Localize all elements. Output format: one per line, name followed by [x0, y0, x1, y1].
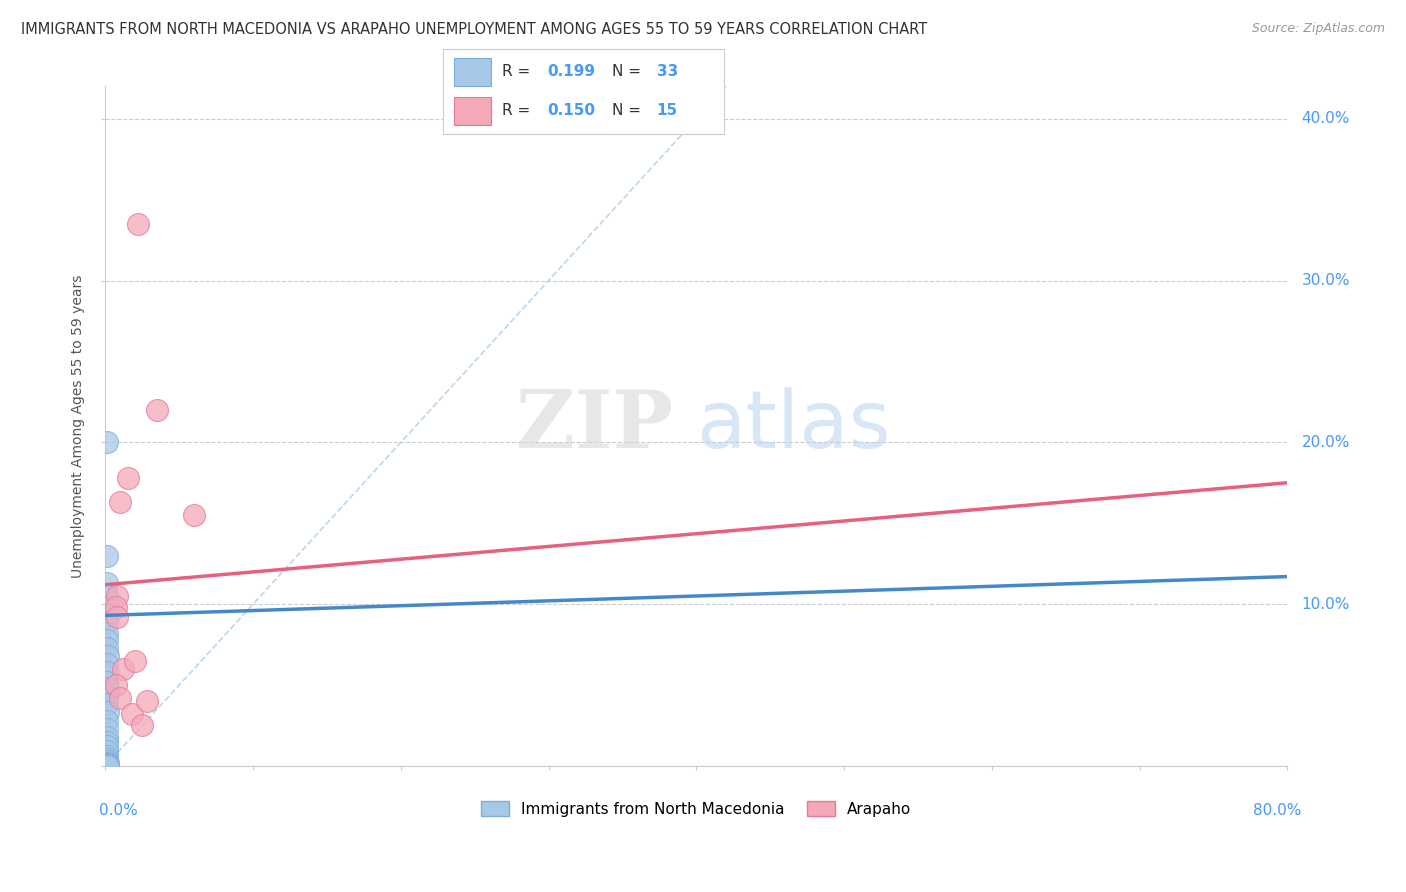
Point [97, 681, 120, 696]
Point [108, 495, 131, 509]
Point [105, 589, 128, 603]
Point [96, 657, 118, 671]
Point [183, 508, 205, 522]
Text: R =: R = [502, 103, 536, 119]
Point [96, 734, 118, 748]
Text: 20.0%: 20.0% [1302, 434, 1350, 450]
Point [96, 722, 118, 736]
Text: R =: R = [502, 64, 536, 79]
Text: atlas: atlas [696, 387, 890, 465]
Text: 80.0%: 80.0% [1253, 803, 1302, 818]
Point [96, 744, 118, 758]
Point [96, 698, 118, 712]
Point [96, 714, 118, 728]
Point [121, 707, 143, 722]
Point [96, 752, 118, 766]
Point [97, 756, 120, 770]
Text: 40.0%: 40.0% [1302, 112, 1350, 126]
Point [96, 576, 118, 591]
Bar [454, 58, 491, 87]
Point [96, 757, 118, 772]
Text: 0.199: 0.199 [547, 64, 595, 79]
Point [96, 435, 118, 450]
Point [96, 690, 118, 704]
Text: 33: 33 [657, 64, 678, 79]
Text: ZIP: ZIP [516, 387, 672, 465]
Point [135, 694, 157, 708]
Point [96, 626, 118, 640]
Point [97, 758, 120, 772]
Point [104, 678, 127, 692]
Point [112, 662, 135, 676]
Text: 30.0%: 30.0% [1302, 273, 1350, 288]
Y-axis label: Unemployment Among Ages 55 to 59 years: Unemployment Among Ages 55 to 59 years [72, 275, 86, 578]
Point [127, 217, 149, 231]
Point [96, 730, 118, 744]
Point [96, 749, 118, 764]
Point [105, 610, 128, 624]
Point [97, 706, 120, 720]
Text: N =: N = [612, 64, 645, 79]
Point [96, 758, 118, 772]
Point [96, 600, 118, 615]
Point [96, 754, 118, 768]
Legend: Immigrants from North Macedonia, Arapaho: Immigrants from North Macedonia, Arapaho [475, 795, 918, 822]
Point [96, 757, 118, 772]
Point [96, 674, 118, 689]
Point [104, 600, 127, 615]
Text: IMMIGRANTS FROM NORTH MACEDONIA VS ARAPAHO UNEMPLOYMENT AMONG AGES 55 TO 59 YEAR: IMMIGRANTS FROM NORTH MACEDONIA VS ARAPA… [21, 22, 928, 37]
Point [108, 690, 131, 705]
Text: 15: 15 [657, 103, 678, 119]
Text: Source: ZipAtlas.com: Source: ZipAtlas.com [1251, 22, 1385, 36]
Point [96, 758, 118, 772]
Point [131, 718, 153, 732]
Point [146, 403, 169, 417]
Point [97, 648, 120, 663]
Point [124, 654, 146, 668]
Point [96, 589, 118, 603]
Text: 0.150: 0.150 [547, 103, 595, 119]
Point [96, 549, 118, 563]
Text: 10.0%: 10.0% [1302, 597, 1350, 612]
Point [117, 471, 139, 485]
Text: 0.0%: 0.0% [100, 803, 138, 818]
Point [96, 640, 118, 655]
Point [96, 616, 118, 631]
Point [96, 632, 118, 647]
Point [96, 739, 118, 754]
Point [97, 608, 120, 623]
Text: N =: N = [612, 103, 645, 119]
Point [96, 665, 118, 679]
Bar [454, 96, 491, 126]
